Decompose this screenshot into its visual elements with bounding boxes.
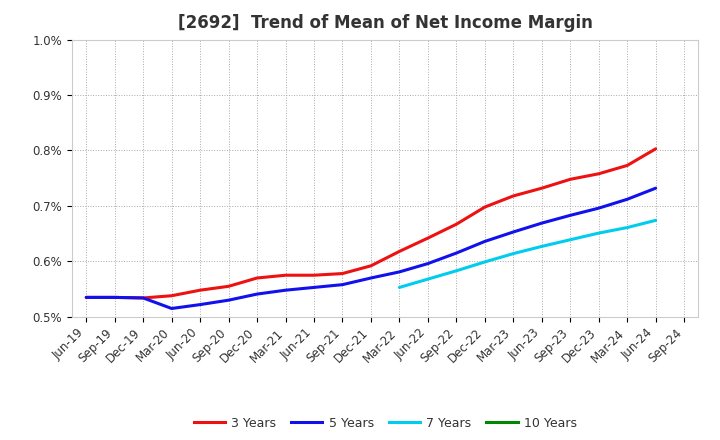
3 Years	[196, 288, 204, 293]
Title: [2692]  Trend of Mean of Net Income Margin: [2692] Trend of Mean of Net Income Margi…	[178, 15, 593, 33]
3 Years	[366, 263, 375, 268]
5 Years	[423, 261, 432, 266]
5 Years	[310, 285, 318, 290]
3 Years	[395, 249, 404, 254]
3 Years	[480, 205, 489, 210]
3 Years	[225, 284, 233, 289]
5 Years	[652, 186, 660, 191]
3 Years	[139, 295, 148, 301]
5 Years	[282, 288, 290, 293]
3 Years	[82, 295, 91, 300]
3 Years	[537, 186, 546, 191]
7 Years	[537, 244, 546, 249]
5 Years	[338, 282, 347, 287]
3 Years	[110, 295, 119, 300]
5 Years	[480, 239, 489, 244]
3 Years	[167, 293, 176, 298]
7 Years	[480, 259, 489, 264]
5 Years	[196, 302, 204, 307]
3 Years	[423, 235, 432, 241]
3 Years	[282, 272, 290, 278]
5 Years	[253, 291, 261, 297]
5 Years	[82, 295, 91, 300]
7 Years	[509, 251, 518, 256]
3 Years	[623, 163, 631, 168]
5 Years	[167, 306, 176, 311]
5 Years	[395, 269, 404, 275]
3 Years	[509, 193, 518, 198]
7 Years	[452, 268, 461, 273]
5 Years	[595, 205, 603, 211]
7 Years	[423, 276, 432, 282]
5 Years	[566, 213, 575, 218]
5 Years	[110, 295, 119, 300]
5 Years	[509, 229, 518, 235]
7 Years	[652, 218, 660, 223]
Line: 3 Years: 3 Years	[86, 149, 656, 298]
Line: 7 Years: 7 Years	[400, 220, 656, 287]
3 Years	[338, 271, 347, 276]
5 Years	[623, 197, 631, 202]
Legend: 3 Years, 5 Years, 7 Years, 10 Years: 3 Years, 5 Years, 7 Years, 10 Years	[189, 412, 582, 435]
5 Years	[139, 295, 148, 301]
7 Years	[623, 225, 631, 230]
3 Years	[452, 222, 461, 227]
Line: 5 Years: 5 Years	[86, 188, 656, 308]
3 Years	[652, 146, 660, 151]
7 Years	[595, 231, 603, 236]
3 Years	[253, 275, 261, 281]
5 Years	[366, 275, 375, 281]
5 Years	[225, 297, 233, 303]
7 Years	[566, 237, 575, 242]
3 Years	[566, 177, 575, 182]
3 Years	[595, 171, 603, 176]
5 Years	[452, 250, 461, 256]
5 Years	[537, 220, 546, 226]
7 Years	[395, 285, 404, 290]
3 Years	[310, 272, 318, 278]
